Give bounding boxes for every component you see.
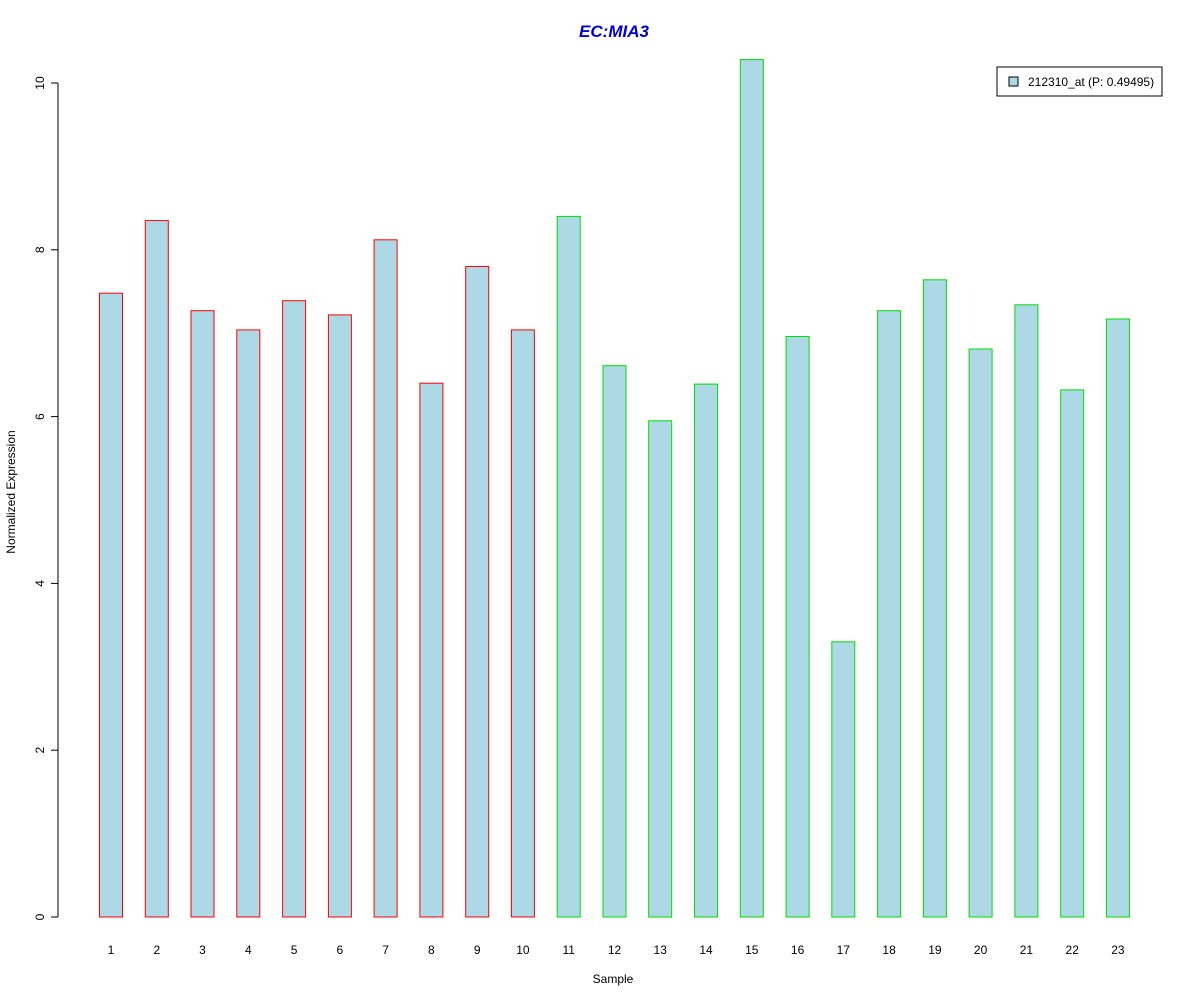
bar-sample-1 bbox=[99, 292, 123, 918]
x-tick-label: 20 bbox=[974, 943, 988, 957]
bar-sample-16 bbox=[785, 336, 810, 918]
bar-sample-12 bbox=[602, 365, 627, 918]
bar-sample-3 bbox=[190, 310, 215, 918]
x-tick-label: 6 bbox=[337, 943, 344, 957]
bar-sample-2 bbox=[144, 220, 169, 918]
x-tick-label: 17 bbox=[837, 943, 851, 957]
bar-sample-6 bbox=[327, 314, 352, 918]
legend-label: 212310_at (P: 0.49495) bbox=[1028, 75, 1154, 89]
bar-sample-20 bbox=[968, 348, 993, 918]
x-tick-label: 22 bbox=[1066, 943, 1080, 957]
bar-sample-18 bbox=[877, 310, 902, 918]
x-tick-label: 1 bbox=[108, 943, 115, 957]
bar-sample-23 bbox=[1105, 318, 1130, 918]
bar-sample-14 bbox=[694, 383, 718, 918]
x-tick-label: 2 bbox=[153, 943, 160, 957]
bar-sample-13 bbox=[648, 420, 673, 918]
x-tick-label: 10 bbox=[516, 943, 530, 957]
x-tick-label: 5 bbox=[291, 943, 298, 957]
x-tick-label: 15 bbox=[745, 943, 759, 957]
x-tick-label: 9 bbox=[474, 943, 481, 957]
x-tick-label: 12 bbox=[608, 943, 622, 957]
y-tick-label: 6 bbox=[33, 413, 47, 420]
y-axis-title: Normalized Expression bbox=[4, 430, 18, 553]
x-tick-labels: 1 2 3 4 5 6 7 8 9 10 11 12 13 14 15 16 17 18 19 20 21 22 23 bbox=[108, 943, 1125, 957]
bar-sample-4 bbox=[236, 329, 261, 918]
y-tick-label: 4 bbox=[33, 580, 47, 587]
legend: 212310_at (P: 0.49495) bbox=[996, 66, 1163, 97]
x-tick-label: 7 bbox=[382, 943, 389, 957]
bar-sample-22 bbox=[1060, 389, 1085, 918]
y-tick-label: 0 bbox=[33, 913, 47, 920]
x-tick-label: 11 bbox=[562, 943, 575, 957]
x-tick-label: 4 bbox=[245, 943, 252, 957]
bar-sample-8 bbox=[419, 382, 444, 918]
x-tick-label: 18 bbox=[882, 943, 896, 957]
legend-swatch bbox=[1008, 76, 1019, 87]
x-tick-label: 14 bbox=[699, 943, 713, 957]
bar-sample-17 bbox=[831, 641, 856, 918]
bar-sample-9 bbox=[465, 266, 490, 918]
bar-sample-10 bbox=[510, 329, 535, 918]
x-axis-title: Sample bbox=[593, 972, 634, 986]
bar-sample-21 bbox=[1014, 304, 1039, 918]
x-tick-label: 3 bbox=[199, 943, 206, 957]
y-tick-label: 8 bbox=[33, 246, 47, 253]
y-tick-label: 2 bbox=[33, 747, 47, 754]
bar-sample-7 bbox=[373, 239, 398, 918]
legend-box bbox=[996, 66, 1163, 97]
bar-sample-11 bbox=[556, 215, 581, 918]
bar-sample-5 bbox=[282, 300, 307, 918]
x-tick-label: 23 bbox=[1111, 943, 1125, 957]
y-axis: 0 2 4 6 8 10 bbox=[33, 76, 59, 920]
x-tick-label: 8 bbox=[428, 943, 435, 957]
x-tick-label: 16 bbox=[791, 943, 805, 957]
chart-title: EC:MIA3 bbox=[579, 22, 649, 41]
x-tick-label: 13 bbox=[654, 943, 668, 957]
bars-group bbox=[99, 59, 1130, 918]
x-tick-label: 19 bbox=[928, 943, 942, 957]
y-tick-label: 10 bbox=[33, 76, 47, 90]
bar-sample-15 bbox=[739, 59, 764, 918]
bar-sample-19 bbox=[922, 279, 947, 918]
x-tick-label: 21 bbox=[1020, 943, 1034, 957]
